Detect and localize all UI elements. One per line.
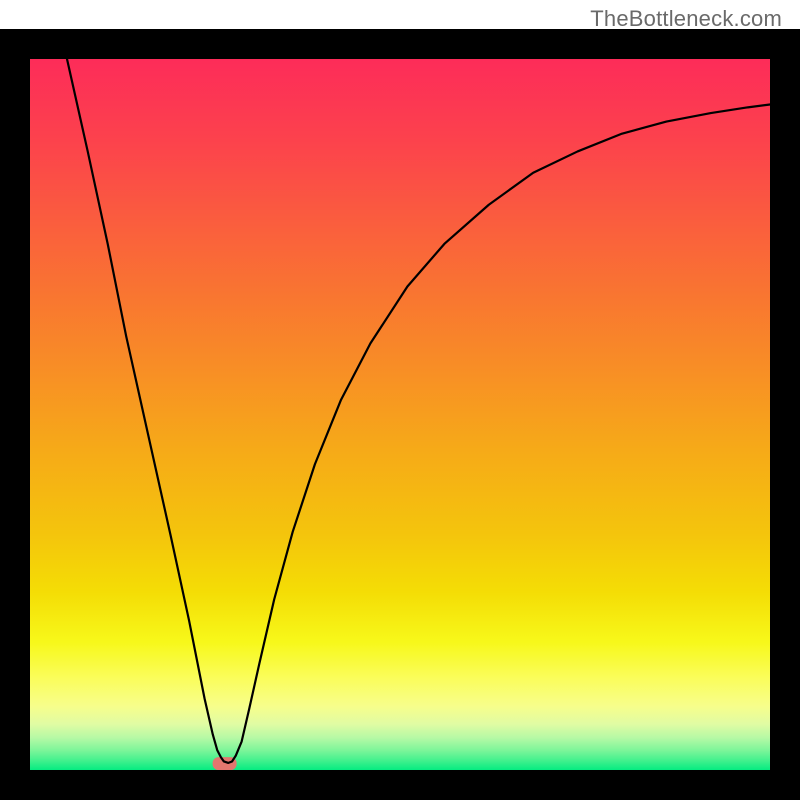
bottleneck-chart bbox=[0, 0, 800, 800]
chart-container: { "meta": { "watermark": "TheBottleneck.… bbox=[0, 0, 800, 800]
watermark-text: TheBottleneck.com bbox=[590, 6, 782, 32]
plot-background bbox=[30, 59, 770, 770]
